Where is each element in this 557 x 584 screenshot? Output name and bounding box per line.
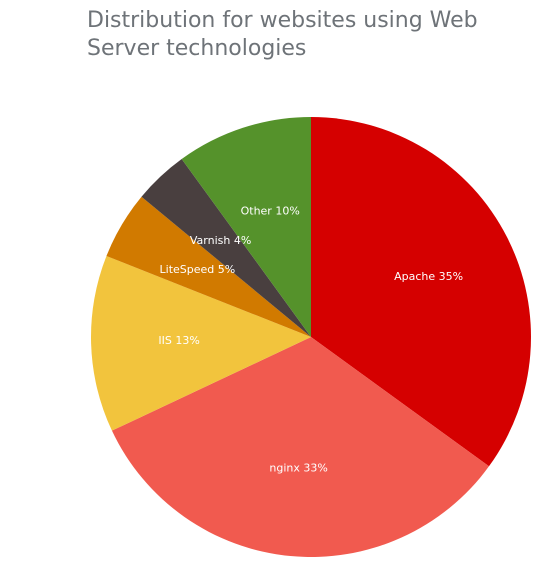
pie-slice-apache[interactable] (311, 117, 531, 467)
slice-label-litespeed: LiteSpeed 5% (160, 263, 236, 276)
slice-label-apache: Apache 35% (394, 270, 463, 283)
chart-title: Distribution for websites using Web Serv… (87, 8, 478, 61)
slice-label-nginx: nginx 33% (269, 461, 327, 474)
slice-label-iis: IIS 13% (158, 334, 199, 347)
pie-slice-varnish[interactable] (141, 159, 311, 337)
pie-slices (91, 117, 531, 557)
pie-slice-nginx[interactable] (111, 337, 489, 557)
pie-slice-other[interactable] (181, 117, 311, 337)
pie-labels: Apache 35% nginx 33% IIS 13% LiteSpeed 5% Va… (158, 205, 463, 475)
pie-slice-iis[interactable] (91, 256, 312, 431)
slice-label-other: Other 10% (241, 205, 300, 218)
pie-slice-litespeed[interactable] (106, 196, 311, 337)
slice-label-varnish: Varnish 4% (190, 234, 251, 247)
